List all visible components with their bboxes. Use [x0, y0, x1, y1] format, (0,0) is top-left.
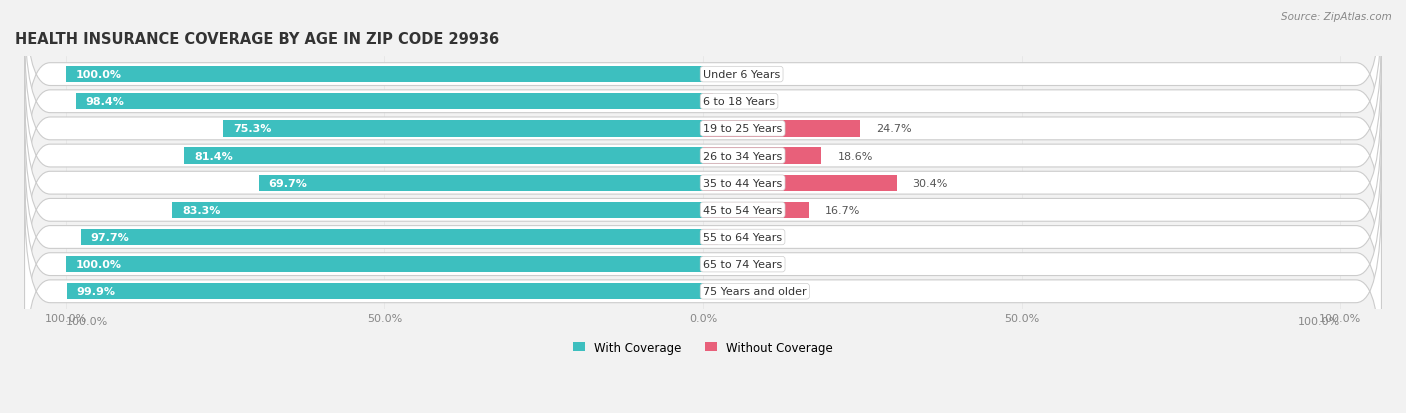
- Bar: [703, 148, 821, 164]
- Bar: [703, 94, 713, 110]
- Text: 35 to 44 Years: 35 to 44 Years: [703, 178, 782, 188]
- Bar: [66, 283, 703, 300]
- Text: 99.9%: 99.9%: [76, 287, 115, 297]
- Text: 69.7%: 69.7%: [269, 178, 308, 188]
- FancyBboxPatch shape: [24, 86, 1382, 280]
- Text: Under 6 Years: Under 6 Years: [703, 70, 780, 80]
- FancyBboxPatch shape: [24, 5, 1382, 199]
- Text: 75 Years and older: 75 Years and older: [703, 287, 807, 297]
- Bar: [76, 94, 703, 110]
- Text: Source: ZipAtlas.com: Source: ZipAtlas.com: [1281, 12, 1392, 22]
- Text: 65 to 74 Years: 65 to 74 Years: [703, 259, 782, 270]
- FancyBboxPatch shape: [24, 32, 1382, 226]
- Text: 97.7%: 97.7%: [90, 233, 129, 242]
- Text: 100.0%: 100.0%: [1298, 316, 1340, 326]
- Text: 16.7%: 16.7%: [825, 205, 860, 215]
- Text: 2.3%: 2.3%: [734, 233, 762, 242]
- Text: 26 to 34 Years: 26 to 34 Years: [703, 151, 782, 161]
- Bar: [703, 175, 897, 191]
- Text: 0.15%: 0.15%: [720, 287, 755, 297]
- FancyBboxPatch shape: [24, 114, 1382, 307]
- Bar: [66, 256, 703, 273]
- FancyBboxPatch shape: [24, 0, 1382, 172]
- Text: 55 to 64 Years: 55 to 64 Years: [703, 233, 782, 242]
- Text: 45 to 54 Years: 45 to 54 Years: [703, 205, 782, 215]
- Bar: [703, 121, 860, 137]
- FancyBboxPatch shape: [24, 168, 1382, 361]
- Text: 19 to 25 Years: 19 to 25 Years: [703, 124, 782, 134]
- Bar: [259, 175, 703, 191]
- Bar: [184, 148, 703, 164]
- Text: 81.4%: 81.4%: [194, 151, 233, 161]
- Text: 83.3%: 83.3%: [181, 205, 221, 215]
- Text: 100.0%: 100.0%: [66, 316, 108, 326]
- Bar: [703, 202, 810, 218]
- FancyBboxPatch shape: [24, 140, 1382, 335]
- Text: 75.3%: 75.3%: [233, 124, 271, 134]
- Text: 18.6%: 18.6%: [838, 151, 873, 161]
- Bar: [80, 229, 703, 246]
- Bar: [173, 202, 703, 218]
- Text: 30.4%: 30.4%: [912, 178, 948, 188]
- Legend: With Coverage, Without Coverage: With Coverage, Without Coverage: [568, 336, 838, 359]
- FancyBboxPatch shape: [24, 59, 1382, 253]
- Text: 0.0%: 0.0%: [718, 70, 747, 80]
- Bar: [703, 229, 717, 246]
- Text: 24.7%: 24.7%: [876, 124, 912, 134]
- Text: 100.0%: 100.0%: [76, 259, 121, 270]
- Text: 98.4%: 98.4%: [86, 97, 125, 107]
- Text: 1.6%: 1.6%: [730, 97, 758, 107]
- Bar: [224, 121, 703, 137]
- Text: 0.0%: 0.0%: [718, 259, 747, 270]
- Bar: [66, 67, 703, 83]
- Text: 6 to 18 Years: 6 to 18 Years: [703, 97, 775, 107]
- Text: HEALTH INSURANCE COVERAGE BY AGE IN ZIP CODE 29936: HEALTH INSURANCE COVERAGE BY AGE IN ZIP …: [15, 31, 499, 46]
- FancyBboxPatch shape: [24, 195, 1382, 389]
- Text: 100.0%: 100.0%: [76, 70, 121, 80]
